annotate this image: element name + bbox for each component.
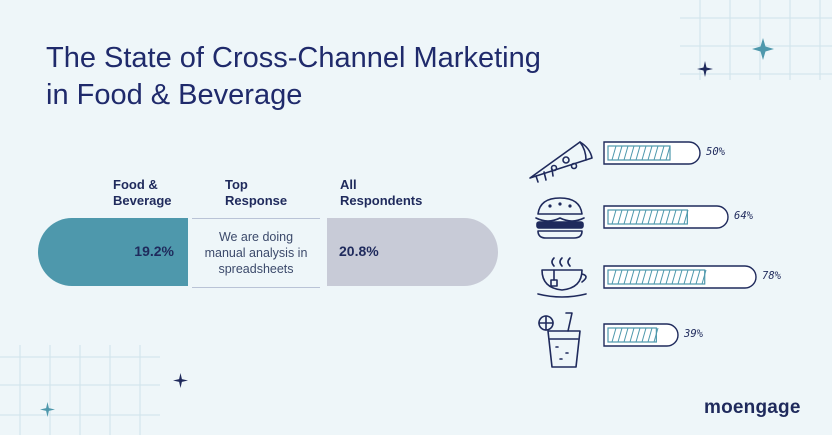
top-response-line: spreadsheets — [218, 262, 294, 276]
bar-hatch — [629, 327, 635, 343]
bar-value-label: 50% — [706, 146, 725, 158]
bar-hatch — [641, 269, 647, 285]
bar-hatch — [635, 145, 641, 161]
bar-hatch — [623, 145, 629, 161]
bar-hatch — [653, 327, 659, 343]
page-title-line1: The State of Cross-Channel Marketing — [46, 42, 541, 74]
bar-fill — [607, 269, 706, 285]
bar-hatch — [689, 269, 695, 285]
bar-chart — [603, 141, 757, 347]
column-header-all-respondents: All Respondents — [340, 177, 450, 209]
bar-hatch — [671, 209, 677, 225]
column-header-line: Respondents — [340, 193, 423, 208]
all-respondents-value: 20.8% — [339, 243, 379, 259]
bar-2 — [603, 205, 729, 229]
bar-hatch — [641, 327, 647, 343]
bar-hatch — [617, 269, 623, 285]
bar-hatch — [629, 269, 635, 285]
bar-hatch — [623, 269, 629, 285]
bar-hatch — [611, 209, 617, 225]
column-header-line: Top — [225, 177, 248, 192]
bar-hatch — [617, 145, 623, 161]
column-header-food-beverage: Food & Beverage — [113, 177, 223, 209]
bar-hatch — [635, 327, 641, 343]
sparkle-icon — [697, 61, 713, 77]
bar-hatch — [659, 209, 665, 225]
pizza-icon — [529, 141, 593, 183]
bar-hatch — [635, 209, 641, 225]
bar-value-label: 78% — [762, 270, 781, 282]
bar-hatch — [659, 269, 665, 285]
sparkle-icon — [752, 38, 774, 60]
bar-hatch — [665, 145, 671, 161]
bar-hatch — [623, 209, 629, 225]
bar-hatch — [611, 269, 617, 285]
top-response-box: We are doing manual analysis in spreadsh… — [192, 218, 320, 288]
bar-fill — [607, 209, 688, 225]
tea-cup-icon — [537, 257, 587, 298]
bar-value-label: 39% — [684, 328, 703, 340]
bar-hatch — [665, 269, 671, 285]
bar-hatch — [677, 269, 683, 285]
sparkle-icon — [173, 373, 188, 388]
bar-hatch — [683, 269, 689, 285]
all-respondents-pill: 20.8% — [327, 218, 498, 286]
bar-hatch — [647, 209, 653, 225]
food-beverage-value: 19.2% — [134, 243, 174, 259]
bar-hatch — [653, 145, 659, 161]
juice-glass-icon — [538, 312, 581, 368]
bar-hatch — [617, 327, 623, 343]
bar-hatch — [629, 145, 635, 161]
brand-logo: moengage — [704, 397, 801, 418]
page-title: The State of Cross-Channel Marketing in … — [46, 40, 566, 114]
bar-hatch — [611, 145, 617, 161]
top-response-line: We are doing — [218, 230, 294, 244]
grid-decoration-top-right — [680, 0, 832, 80]
top-response-line: manual analysis in — [204, 246, 308, 260]
bar-hatch — [683, 209, 689, 225]
bar-hatch — [677, 209, 683, 225]
column-header-line: Beverage — [113, 193, 172, 208]
bar-outline — [603, 205, 729, 229]
bar-hatch — [695, 269, 701, 285]
column-header-top-response: Top Response — [225, 177, 335, 209]
bar-hatch — [659, 145, 665, 161]
bar-hatch — [623, 327, 629, 343]
page-title-line2: in Food & Beverage — [46, 79, 303, 111]
bar-hatch — [653, 269, 659, 285]
bar-hatch — [665, 209, 671, 225]
bar-hatch — [647, 145, 653, 161]
food-beverage-pill: 19.2% — [38, 218, 188, 286]
bar-hatch — [647, 269, 653, 285]
bar-1 — [603, 141, 701, 165]
bar-hatch — [647, 327, 653, 343]
grid-decoration-bottom-left — [0, 345, 160, 435]
bar-hatch — [701, 269, 707, 285]
bar-hatch — [653, 209, 659, 225]
bar-outline — [603, 323, 679, 347]
bar-value-label: 64% — [734, 210, 753, 222]
bar-4 — [603, 323, 679, 347]
bar-fill — [607, 145, 671, 161]
bar-hatch — [641, 145, 647, 161]
column-header-line: Food & — [113, 177, 158, 192]
bar-hatch — [617, 209, 623, 225]
sparkle-icon — [40, 402, 55, 417]
bar-hatch — [629, 209, 635, 225]
bar-hatch — [635, 269, 641, 285]
column-header-line: All — [340, 177, 357, 192]
bar-hatch — [611, 327, 617, 343]
burger-icon — [535, 197, 585, 239]
bar-hatch — [641, 209, 647, 225]
bar-outline — [603, 141, 701, 165]
bar-hatch — [671, 269, 677, 285]
column-header-line: Response — [225, 193, 288, 208]
bar-3 — [603, 265, 757, 289]
